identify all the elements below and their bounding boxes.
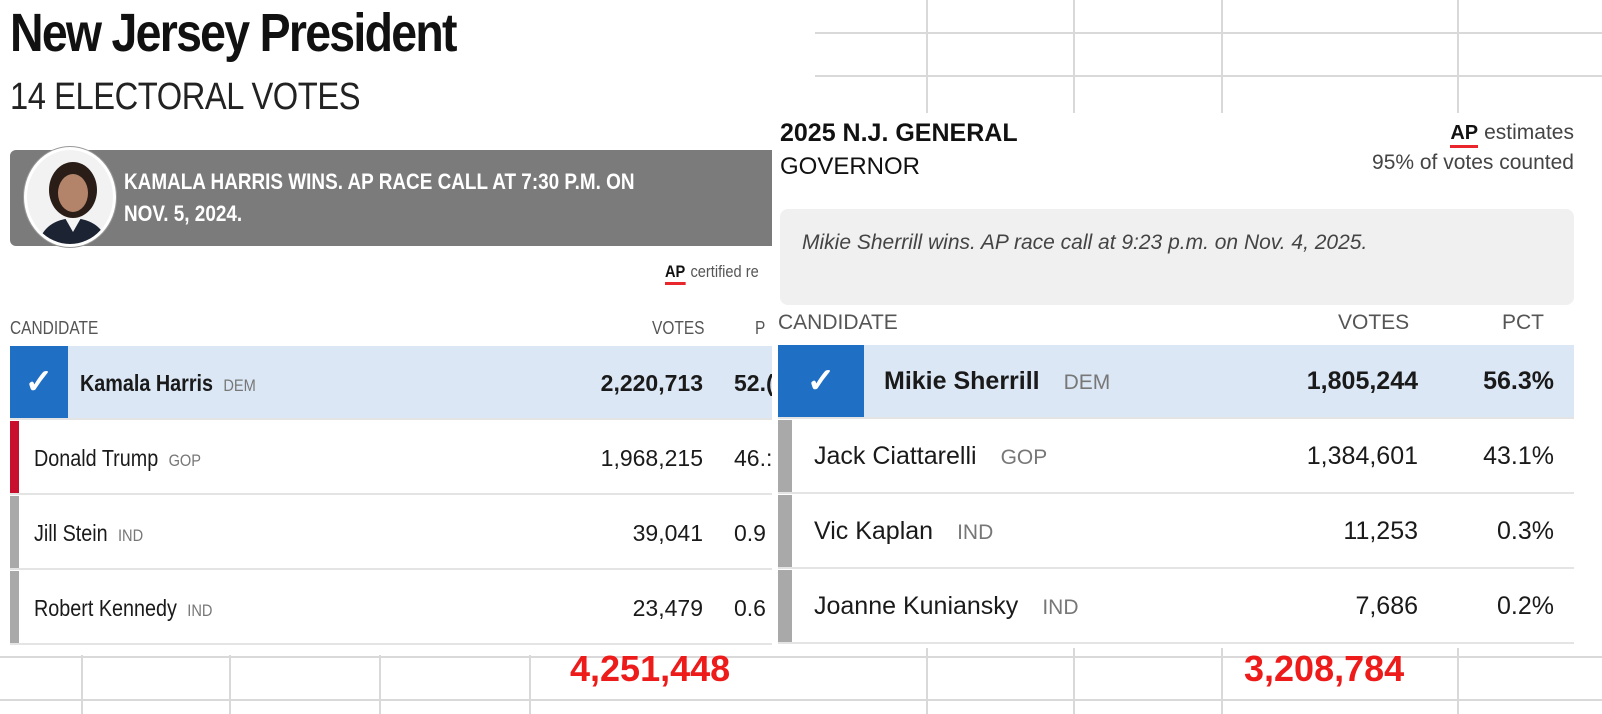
candidate-name-text: Vic Kaplan (814, 517, 934, 545)
party-label: IND (187, 601, 213, 620)
party-label: IND (1042, 596, 1079, 619)
vote-percent: 43.1% (1483, 442, 1554, 470)
party-color-bar (10, 571, 19, 643)
candidate-name-text: Jack Ciattarelli (814, 442, 977, 470)
candidate-row[interactable]: Donald Trump GOP 1,968,215 46.: (10, 421, 815, 495)
candidate-row[interactable]: ✓ Mikie Sherrill DEM 1,805,244 56.3% (778, 345, 1574, 419)
candidate-name: Jack Ciattarelli GOP (814, 442, 1047, 471)
race-call-text: Mikie Sherrill wins. AP race call at 9:2… (802, 231, 1368, 254)
vote-count: 1,968,215 (600, 445, 703, 471)
candidate-name-text: Kamala Harris (80, 370, 214, 396)
vote-percent: 0.9 (734, 520, 766, 546)
vote-count: 39,041 (632, 520, 703, 546)
candidate-name-text: Joanne Kuniansky (814, 592, 1019, 620)
column-header-pct: PCT (1502, 311, 1544, 334)
candidate-name: Mikie Sherrill DEM (884, 367, 1110, 396)
president-vote-total: 4,251,448 (570, 648, 731, 689)
candidate-name: Vic Kaplan IND (814, 517, 993, 546)
candidate-name: Donald Trump GOP (34, 445, 201, 472)
vote-count: 1,384,601 (1306, 442, 1418, 470)
vote-percent: 56.3% (1483, 367, 1554, 395)
candidate-row[interactable]: Joanne Kuniansky IND 7,686 0.2% (778, 570, 1574, 644)
race-title: 2025 N.J. GENERAL (780, 119, 1018, 147)
race-subtitle: GOVERNOR (780, 153, 921, 180)
electoral-votes-label: 14 ELECTORAL VOTES (10, 76, 361, 118)
votes-counted-text: 95% of votes counted (1372, 151, 1574, 174)
ap-logo-icon: AP (665, 262, 686, 285)
column-header-candidate: CANDIDATE (778, 311, 898, 334)
vote-count: 11,253 (1343, 517, 1418, 545)
governor-vote-total: 3,208,784 (1244, 648, 1405, 689)
party-label: DEM (1063, 371, 1111, 394)
party-color-bar (778, 495, 792, 567)
vote-count: 2,220,713 (600, 370, 703, 396)
candidate-row[interactable]: Vic Kaplan IND 11,253 0.3% (778, 495, 1574, 569)
winner-check-icon: ✓ (778, 345, 864, 417)
vote-percent: 46.: (734, 445, 773, 471)
candidate-row[interactable]: ✓ Kamala Harris DEM 2,220,713 52.( (10, 346, 815, 420)
ap-status-text: estimates (1484, 121, 1574, 144)
candidate-name: Robert Kennedy IND (34, 595, 212, 622)
party-color-bar (10, 421, 19, 493)
vote-percent: 52.( (734, 370, 774, 396)
party-label: GOP (168, 451, 202, 470)
race-call-text: KAMALA HARRIS WINS. AP RACE CALL AT 7:30… (124, 169, 635, 226)
ap-status: AP certified re (665, 262, 759, 285)
column-header-pct: P (755, 318, 766, 338)
candidate-name-text: Donald Trump (34, 445, 159, 471)
vote-percent: 0.3% (1497, 517, 1554, 545)
ap-logo-icon: AP (1450, 122, 1479, 148)
candidate-name-text: Mikie Sherrill (884, 367, 1040, 395)
candidate-name-text: Jill Stein (34, 520, 108, 546)
governor-results-panel: 2025 N.J. GENERAL GOVERNOR AP estimates 9… (772, 113, 1602, 648)
page-title: New Jersey President (10, 3, 457, 63)
candidate-name: Jill Stein IND (34, 520, 143, 547)
candidate-name: Kamala Harris DEM (80, 370, 256, 397)
column-header-votes: VOTES (652, 318, 705, 338)
winner-check-icon: ✓ (10, 346, 68, 418)
column-header-candidate: CANDIDATE (10, 318, 99, 338)
race-call-banner (10, 150, 815, 246)
candidate-row[interactable]: Robert Kennedy IND 23,479 0.6 (10, 571, 815, 645)
party-color-bar (778, 570, 792, 642)
candidate-row[interactable]: Jack Ciattarelli GOP 1,384,601 43.1% (778, 420, 1574, 494)
party-label: IND (117, 526, 144, 545)
ap-status-text: certified re (690, 262, 759, 281)
candidate-name-text: Robert Kennedy (34, 595, 177, 621)
party-color-bar (778, 420, 792, 492)
column-header-votes: VOTES (1338, 311, 1410, 334)
party-color-bar (10, 496, 19, 568)
candidate-name: Joanne Kuniansky IND (814, 592, 1078, 621)
vote-count: 1,805,244 (1306, 367, 1418, 395)
candidate-avatar (24, 147, 116, 247)
party-label: DEM (223, 376, 256, 395)
party-label: GOP (1000, 446, 1048, 469)
vote-count: 23,479 (632, 595, 703, 621)
vote-percent: 0.6 (734, 595, 766, 621)
vote-percent: 0.2% (1497, 592, 1554, 620)
vote-count: 7,686 (1355, 592, 1418, 620)
party-label: IND (957, 521, 994, 544)
candidate-row[interactable]: Jill Stein IND 39,041 0.9 (10, 496, 815, 570)
race-call-banner (780, 209, 1574, 305)
ap-status: AP estimates (1450, 121, 1574, 148)
president-results-panel: New Jersey President 14 ELECTORAL VOTES … (0, 0, 815, 655)
